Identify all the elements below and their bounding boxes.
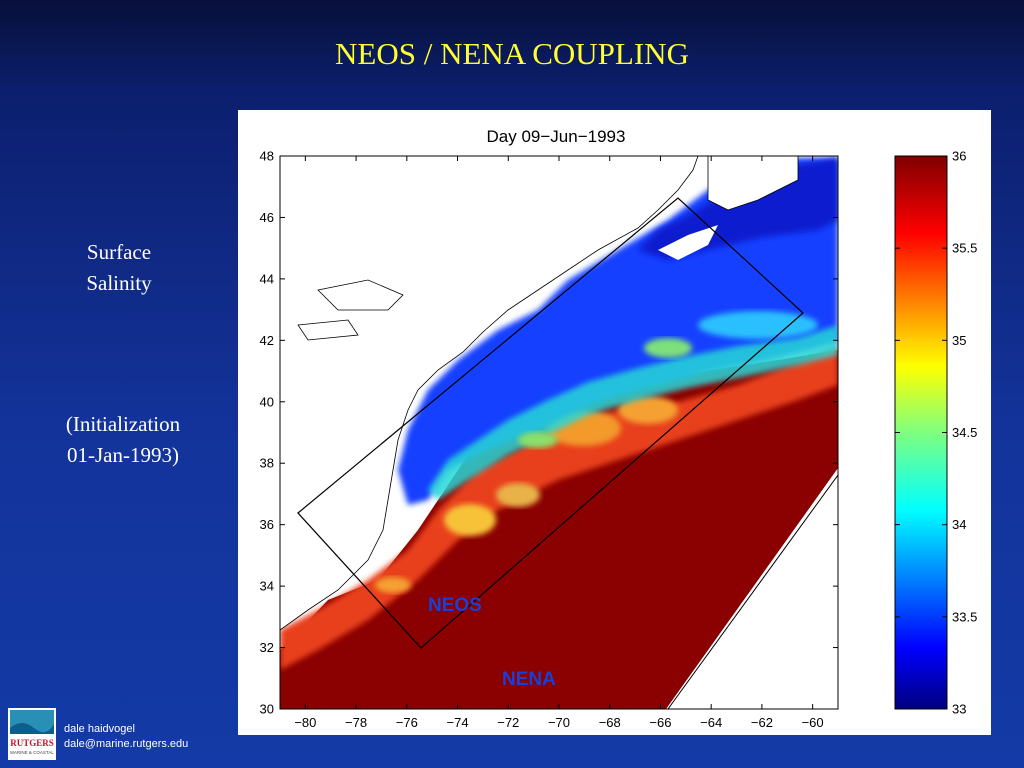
colorbar-tick-label: 33 <box>952 702 966 717</box>
region-label-nena: NENA <box>502 669 556 690</box>
neos-domain-box <box>297 197 804 649</box>
x-tick-label: −60 <box>802 715 824 730</box>
y-tick-label: 30 <box>260 702 274 717</box>
colorbar-axis: 36 35.5 35 34.5 34 33.5 33 <box>895 149 977 717</box>
rutgers-logo: RUTGERS MARINE & COASTAL <box>8 708 56 760</box>
colorbar-tick-label: 36 <box>952 149 966 164</box>
y-tick-label: 34 <box>260 579 274 594</box>
variable-label: Surface Salinity <box>60 237 178 299</box>
colorbar-tick-label: 35 <box>952 333 966 348</box>
x-tick-label: −80 <box>294 715 316 730</box>
chart-title: Day 09−Jun−1993 <box>487 127 626 146</box>
x-tick-label: −76 <box>396 715 418 730</box>
x-tick-label: −66 <box>649 715 671 730</box>
y-tick-label: 42 <box>260 333 274 348</box>
logo-text: RUTGERS <box>10 738 54 748</box>
colorbar-tick-label: 33.5 <box>952 609 977 624</box>
footer-author: dale haidvogel <box>64 723 135 735</box>
variable-label-line2: Salinity <box>86 271 152 295</box>
colorbar-tick-label: 34.5 <box>952 425 977 440</box>
y-tick-label: 40 <box>260 394 274 409</box>
initialization-note: (Initialization 01-Jan-1993) <box>40 409 206 471</box>
y-tick-label: 46 <box>260 210 274 225</box>
region-label-neos: NEOS <box>428 595 482 616</box>
x-tick-label: −68 <box>599 715 621 730</box>
y-axis: 48 46 44 42 40 38 36 34 32 30 <box>260 149 838 717</box>
x-tick-label: −72 <box>497 715 519 730</box>
x-tick-label: −62 <box>751 715 773 730</box>
x-tick-label: −70 <box>548 715 570 730</box>
colorbar-tick-label: 34 <box>952 517 966 532</box>
y-tick-label: 38 <box>260 456 274 471</box>
y-tick-label: 32 <box>260 640 274 655</box>
x-tick-label: −64 <box>700 715 722 730</box>
x-axis: −80 −78 −76 −74 −72 −70 −68 −66 −64 −62 −60 <box>294 156 824 730</box>
x-tick-label: −74 <box>447 715 469 730</box>
slide-title: NEOS / NENA COUPLING <box>335 36 689 71</box>
colorbar <box>894 155 948 710</box>
footer-contact: dale haidvogel dale@marine.rutgers.edu <box>64 722 188 752</box>
logo-subtext: MARINE & COASTAL <box>10 750 54 755</box>
salinity-map: Day 09−Jun−1993 <box>260 127 978 730</box>
initialization-line2: 01-Jan-1993) <box>67 443 179 467</box>
variable-label-line1: Surface <box>86 240 152 264</box>
y-tick-label: 44 <box>260 271 274 286</box>
colorbar-tick-label: 35.5 <box>952 241 977 256</box>
footer-email[interactable]: dale@marine.rutgers.edu <box>64 738 189 750</box>
ocean-field <box>280 156 838 709</box>
figure-panel: Day 09−Jun−1993 <box>238 110 991 735</box>
x-tick-label: −78 <box>345 715 367 730</box>
initialization-line1: (Initialization <box>65 412 181 436</box>
y-tick-label: 48 <box>260 149 274 164</box>
y-tick-label: 36 <box>260 517 274 532</box>
